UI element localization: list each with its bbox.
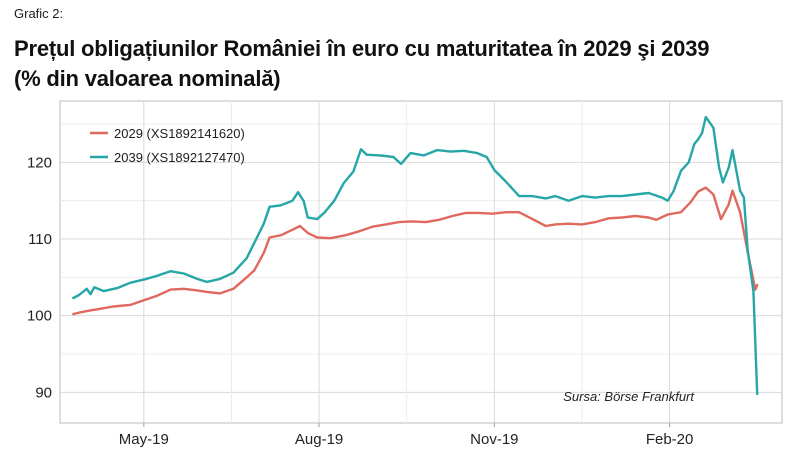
series-line [72, 115, 759, 396]
chart-title-line-2: (% din valoarea nominală) [14, 66, 281, 91]
x-tick-label: Aug-19 [295, 431, 343, 448]
legend: 2029 (XS1892141620) 2039 (XS1892127470) [90, 126, 245, 165]
legend-label: 2039 (XS1892127470) [114, 150, 245, 165]
x-tick-label: May-19 [119, 431, 169, 448]
chart-title-line-1: Prețul obligațiunilor României în euro c… [14, 36, 710, 61]
x-tick-label: Nov-19 [470, 431, 518, 448]
figure-label: Grafic 2: [14, 6, 64, 21]
x-axis-ticks: May-19 Aug-19 Nov-19 Feb-20 [119, 423, 694, 448]
x-tick-label: Feb-20 [646, 431, 694, 448]
source-note: Sursa: Börse Frankfurt [563, 389, 695, 404]
y-axis-ticks: 90 100 110 120 [27, 154, 52, 401]
series-line [72, 186, 759, 316]
y-tick-label: 90 [35, 384, 52, 401]
legend-label: 2029 (XS1892141620) [114, 126, 245, 141]
grid-lines [60, 101, 782, 423]
y-tick-label: 100 [27, 308, 52, 325]
chart-title: Prețul obligațiunilor României în euro c… [14, 34, 784, 94]
y-tick-label: 120 [27, 154, 52, 171]
series-lines [72, 115, 759, 396]
y-tick-label: 110 [28, 231, 52, 248]
